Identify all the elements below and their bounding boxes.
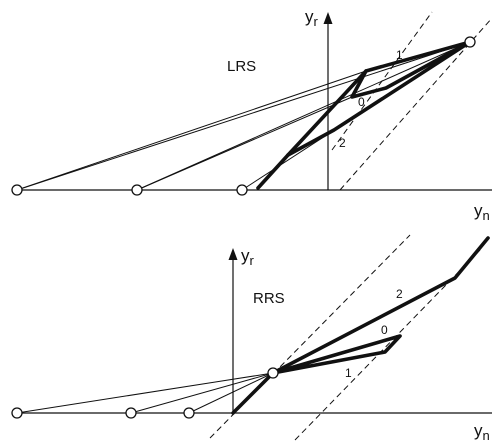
top-panel-title: LRS (227, 58, 256, 75)
top-point-1 (11, 184, 23, 196)
bottom-thin-line-a (16, 372, 274, 414)
top-y-axis-label: yr (305, 7, 319, 29)
top-y-axis-arrow (323, 12, 333, 24)
bottom-point-3 (183, 407, 195, 419)
top-thin-line-b (136, 41, 471, 191)
bottom-thick-line-2 (231, 236, 490, 415)
bottom-dashed-line-left (209, 234, 411, 439)
bottom-thin-line-b (130, 372, 274, 414)
top-dashed-line-right (339, 17, 493, 191)
bottom-point-2 (125, 407, 137, 419)
bottom-line-label-0: 0 (381, 323, 388, 337)
bottom-x-axis-label: yn (474, 421, 490, 443)
bottom-line-label-1: 1 (345, 366, 352, 380)
top-thin-ray-0 (136, 96, 353, 191)
bottom-y-axis-label: yr (241, 246, 255, 268)
top-line-label-0: 0 (358, 95, 365, 109)
bottom-thick-line-0-1 (271, 334, 402, 375)
top-x-axis-label: yn (474, 201, 490, 223)
bottom-y-axis-arrow (228, 248, 238, 260)
bottom-point-apex (267, 367, 279, 379)
top-line-label-2: 2 (339, 136, 346, 150)
bottom-line-label-2: 2 (396, 287, 403, 301)
bottom-point-1 (11, 407, 23, 419)
top-point-3 (236, 184, 248, 196)
top-thick-line-0 (350, 40, 472, 99)
bottom-panel-title: RRS (253, 290, 285, 307)
top-thick-line-2 (256, 40, 472, 190)
top-thin-line-a (16, 41, 471, 191)
bottom-thin-line-c (188, 372, 274, 414)
top-thin-ray-1 (16, 70, 367, 191)
top-panel: yr yn LRS 1 0 2 (11, 7, 493, 223)
top-point-apex (464, 36, 476, 48)
bottom-panel: yr yn RRS 2 0 1 (11, 234, 492, 443)
top-line-label-1: 1 (396, 48, 403, 62)
top-point-2 (131, 184, 143, 196)
